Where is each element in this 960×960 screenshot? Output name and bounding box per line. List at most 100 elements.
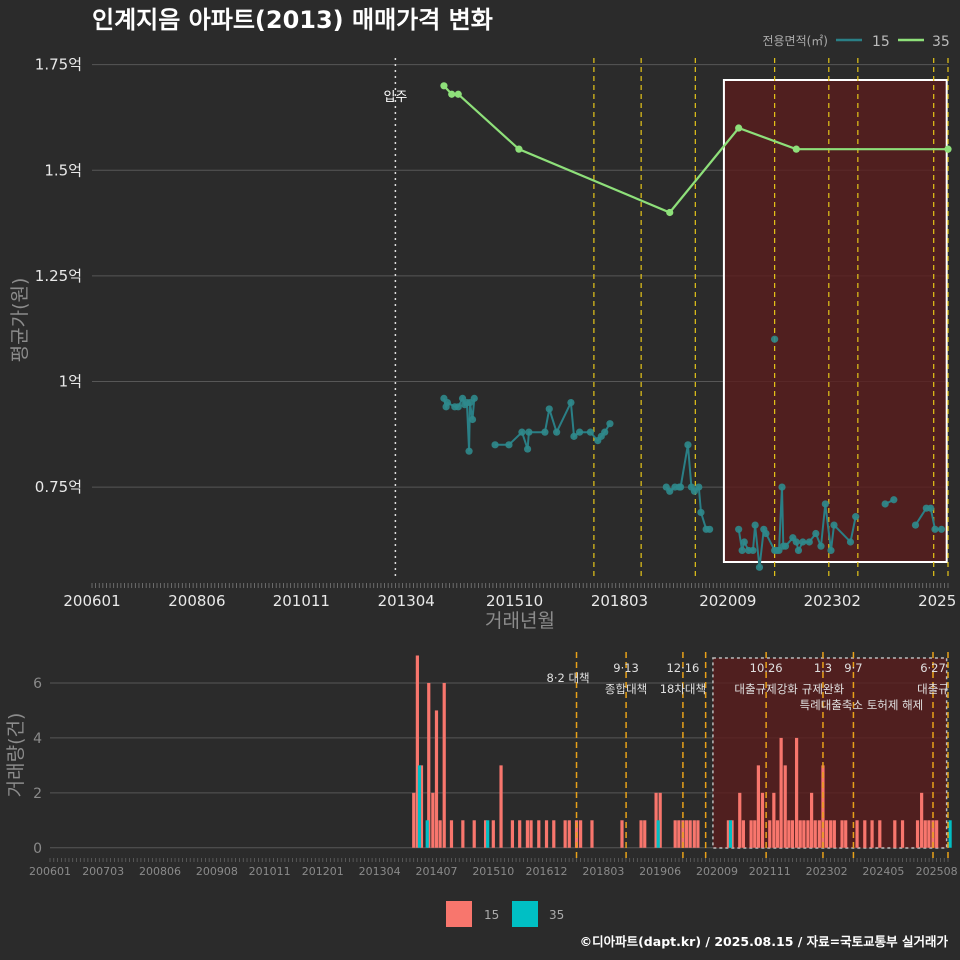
bar-15 — [684, 820, 689, 848]
bar-15 — [544, 820, 549, 848]
y-tick-label: 2 — [33, 786, 42, 802]
y-tick-label: 1.25억 — [35, 267, 82, 285]
bar-15 — [813, 820, 817, 848]
x-tick-label: 201510 — [486, 592, 543, 610]
series-15-point — [794, 546, 803, 555]
bar-15 — [749, 820, 753, 848]
series-15-point — [751, 521, 759, 529]
series-15-point — [735, 525, 743, 533]
x-tick-label: 2025 — [918, 592, 956, 610]
bar-15 — [696, 820, 700, 848]
series-15-point — [778, 483, 786, 491]
x-tick-label: 202405 — [862, 865, 904, 878]
y-tick-label: 1억 — [59, 372, 82, 390]
event-name-label: 대출규 — [917, 682, 949, 696]
bar-35 — [425, 820, 429, 848]
footer-credit: ©디아파트(dapt.kr) / 2025.08.15 / 자료=국토교통부 실… — [580, 934, 949, 949]
bar-15 — [855, 820, 859, 848]
legend-title: 전용면적(㎡) — [762, 34, 828, 48]
bar-15 — [772, 792, 776, 848]
series-15-point — [601, 428, 609, 436]
event-name-label: 종합대책 — [605, 682, 647, 696]
bar-15 — [824, 820, 829, 848]
bar-15 — [893, 820, 897, 848]
bar-15 — [434, 710, 439, 848]
series-15-point — [491, 441, 499, 449]
bar-15 — [798, 820, 802, 848]
legend-label-15: 15 — [484, 908, 499, 922]
series-15-point — [697, 508, 705, 517]
series-15-point — [570, 432, 578, 440]
bar-15 — [525, 820, 530, 848]
bar-15 — [794, 737, 799, 848]
series-15-point — [684, 441, 692, 449]
bar-15 — [639, 820, 643, 848]
x-tick-label: 202009 — [699, 592, 756, 610]
bar-15 — [567, 820, 571, 848]
event-date-label: 9·7 — [844, 661, 862, 675]
event-name-label: 규제완화 — [802, 682, 845, 696]
event-date-label: 10.26 — [750, 661, 783, 675]
series-15-point — [706, 525, 714, 533]
bar-15 — [590, 820, 594, 848]
bar-15 — [753, 820, 757, 848]
y-axis-title: 거래량(건) — [5, 713, 27, 798]
move-in-label: 입주 — [383, 90, 407, 105]
x-tick-label: 201803 — [582, 865, 624, 878]
bar-15 — [483, 820, 488, 848]
bar-15 — [775, 820, 780, 848]
x-tick-label: 200703 — [82, 865, 124, 878]
bar-15 — [620, 820, 624, 848]
series-15-point — [817, 542, 825, 550]
bar-15 — [412, 792, 416, 848]
series-15-point — [846, 538, 855, 546]
series-15-point — [830, 521, 838, 529]
series-15-point — [812, 529, 820, 538]
series-35-point — [735, 124, 743, 132]
series-15-point — [525, 428, 533, 436]
bar-15 — [920, 792, 924, 848]
series-15-point — [541, 428, 549, 436]
bar-15 — [935, 820, 939, 848]
x-tick-label: 200601 — [29, 865, 71, 878]
bar-15 — [923, 820, 927, 848]
bar-15 — [844, 820, 848, 848]
highlight-box — [712, 657, 948, 849]
bar-15 — [768, 820, 772, 848]
series-15-point — [468, 415, 477, 424]
bar-15 — [677, 820, 681, 848]
series-15-point — [465, 447, 473, 455]
series-15-point — [762, 529, 770, 538]
legend-label-35: 35 — [932, 34, 950, 50]
bar-15 — [760, 792, 765, 848]
bar-15 — [738, 792, 742, 848]
series-35-point — [666, 208, 674, 217]
y-tick-label: 6 — [33, 676, 42, 692]
series-15-point — [852, 513, 860, 521]
bar-35 — [417, 765, 422, 848]
series-35-point — [448, 90, 456, 98]
series-15-point — [676, 483, 685, 491]
bar-15 — [431, 792, 435, 848]
bar-15 — [438, 820, 442, 848]
series-15-point — [567, 398, 575, 407]
event-name-label: 특례대출축소 토허제 해제 — [800, 698, 924, 712]
x-tick-label: 201906 — [639, 865, 681, 878]
bar-15 — [537, 820, 541, 848]
x-tick-label: 202009 — [696, 865, 738, 878]
bar-15 — [870, 820, 874, 848]
series-15-point — [666, 487, 674, 495]
event-date-label: 9·13 — [613, 661, 639, 675]
series-15-point — [518, 428, 526, 436]
x-tick-label: 201803 — [591, 592, 648, 610]
x-tick-label: 201407 — [415, 865, 457, 878]
legend-label-35: 35 — [549, 908, 564, 922]
bar-15 — [802, 820, 806, 848]
series-15-point — [523, 445, 532, 453]
bar-15 — [673, 820, 677, 848]
series-15-point — [545, 405, 553, 413]
event-date-label: 6·27 — [920, 661, 946, 675]
legend-swatch-15 — [446, 901, 472, 927]
